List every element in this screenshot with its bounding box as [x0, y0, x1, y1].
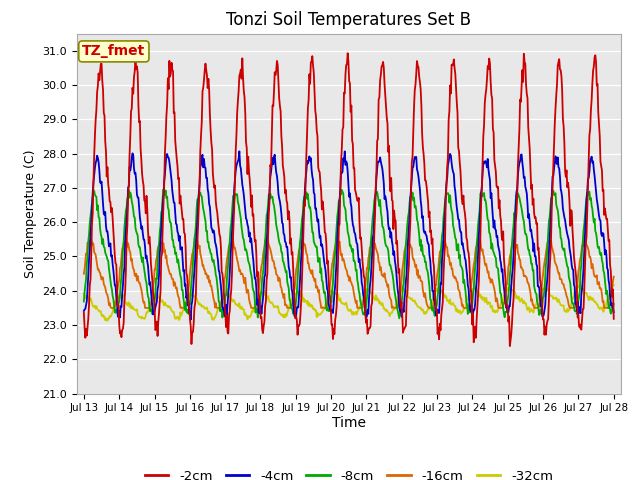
-4cm [610, 309, 618, 315]
-4cm [144, 263, 152, 268]
Title: Tonzi Soil Temperatures Set B: Tonzi Soil Temperatures Set B [227, 11, 471, 29]
-32cm [198, 303, 206, 309]
Line: -16cm: -16cm [84, 235, 614, 308]
-32cm [104, 318, 111, 324]
-16cm [415, 275, 422, 281]
-16cm [108, 305, 115, 311]
Y-axis label: Soil Temperature (C): Soil Temperature (C) [24, 149, 36, 278]
-4cm [90, 180, 97, 185]
Line: -8cm: -8cm [84, 189, 614, 318]
-8cm [610, 301, 618, 307]
Text: TZ_fmet: TZ_fmet [82, 44, 145, 59]
-2cm [429, 258, 437, 264]
-2cm [80, 310, 88, 316]
-32cm [80, 291, 88, 297]
Legend: -2cm, -4cm, -8cm, -16cm, -32cm: -2cm, -4cm, -8cm, -16cm, -32cm [140, 464, 558, 480]
-2cm [344, 50, 351, 56]
-16cm [122, 232, 130, 238]
-8cm [430, 309, 438, 315]
-32cm [414, 304, 422, 310]
-16cm [146, 305, 154, 311]
-4cm [80, 308, 88, 314]
-8cm [198, 201, 206, 206]
Line: -2cm: -2cm [84, 53, 614, 346]
-16cm [227, 240, 235, 246]
-8cm [415, 225, 422, 230]
-4cm [227, 253, 234, 259]
-2cm [610, 316, 618, 322]
-8cm [227, 225, 234, 231]
-2cm [414, 63, 422, 69]
Line: -32cm: -32cm [84, 284, 614, 321]
-32cm [145, 306, 152, 312]
-4cm [415, 174, 422, 180]
-8cm [159, 186, 167, 192]
-16cm [430, 299, 438, 304]
-4cm [430, 297, 438, 303]
-16cm [610, 274, 618, 279]
-2cm [226, 308, 234, 313]
-8cm [90, 190, 97, 196]
-4cm [187, 317, 195, 323]
-16cm [90, 242, 97, 248]
-8cm [396, 315, 403, 321]
X-axis label: Time: Time [332, 416, 366, 430]
-4cm [198, 152, 206, 157]
-2cm [144, 227, 152, 233]
-2cm [90, 179, 97, 185]
-8cm [144, 294, 152, 300]
-8cm [80, 299, 88, 304]
Line: -4cm: -4cm [84, 151, 614, 320]
-2cm [198, 119, 205, 125]
-32cm [227, 295, 234, 301]
-4cm [236, 148, 243, 154]
-2cm [506, 343, 514, 349]
-16cm [200, 262, 207, 268]
-32cm [90, 304, 97, 310]
-32cm [429, 294, 437, 300]
-16cm [80, 271, 88, 276]
-32cm [542, 281, 550, 287]
-32cm [610, 282, 618, 288]
